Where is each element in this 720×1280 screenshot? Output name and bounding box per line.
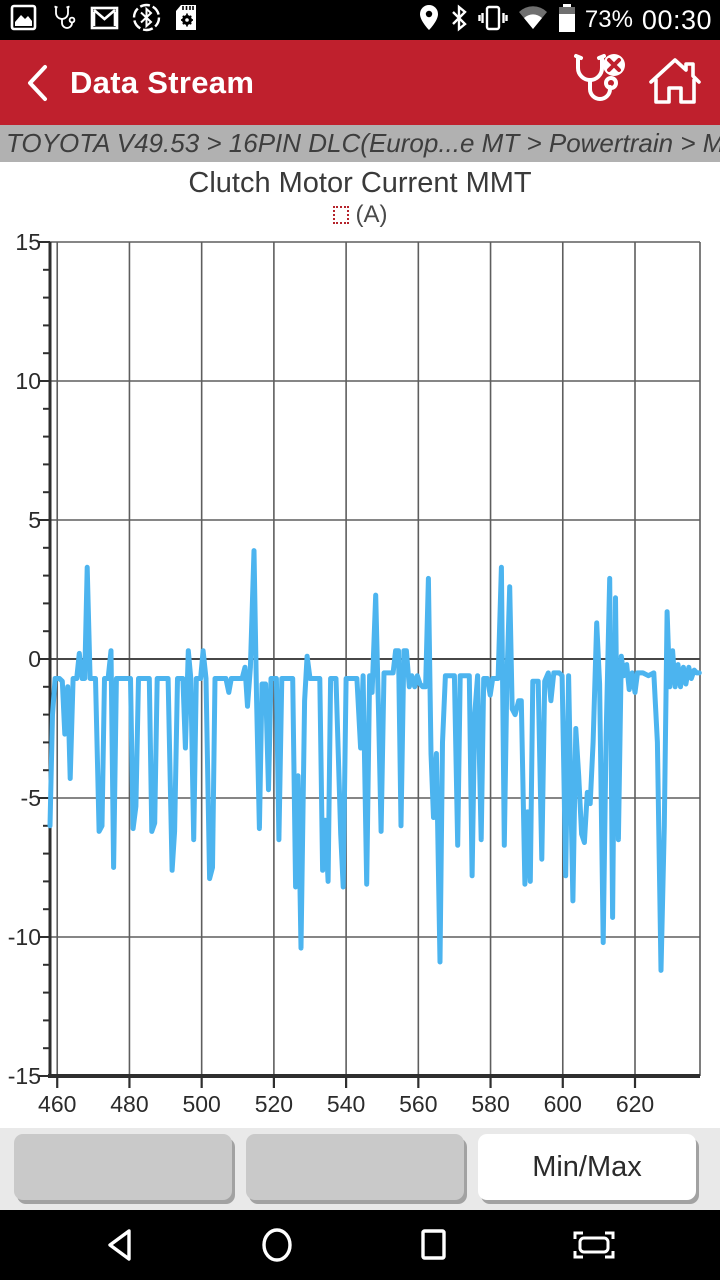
svg-text:5: 5 [28,507,41,533]
diagnostic-disconnected-icon[interactable] [570,52,630,113]
screenshot-icon [10,4,37,36]
svg-text:600: 600 [544,1091,582,1117]
app-bar: Data Stream [0,40,720,125]
min-max-button[interactable]: Min/Max [478,1134,696,1200]
line-chart-plot[interactable]: 460 480 500 520 540 560 580 600 620 15 10 5 0 -5 -10 -1… [0,229,720,1120]
svg-text:540: 540 [327,1091,365,1117]
svg-text:-15: -15 [8,1063,41,1089]
svg-text:460: 460 [38,1091,76,1117]
android-nav-bar [0,1210,720,1280]
legend-label: (A) [355,201,388,228]
svg-text:-5: -5 [21,785,41,811]
breadcrumb-text: TOYOTA V49.53 > 16PIN DLC(Europ...e MT >… [6,128,720,158]
footer-button-2[interactable] [246,1134,464,1200]
svg-text:520: 520 [255,1091,293,1117]
chart-legend: (A) [0,200,720,230]
svg-text:560: 560 [399,1091,437,1117]
chart-section: Clutch Motor Current MMT (A) 460 480 500 52… [0,162,720,1128]
legend-marker[interactable] [332,206,349,224]
page-title: Data Stream [70,64,255,100]
nav-back-icon[interactable] [102,1226,140,1264]
svg-text:15: 15 [15,230,41,255]
svg-text:620: 620 [616,1091,654,1117]
svg-text:10: 10 [15,368,41,394]
footer-button-1[interactable] [14,1134,232,1200]
nav-screenshot-icon[interactable] [570,1226,618,1264]
bluetooth-icon [449,3,469,37]
back-button[interactable] [0,61,70,105]
clock: 00:30 [641,4,712,35]
bluetooth-connected-icon [132,3,161,37]
wifi-icon [517,5,549,36]
gmail-icon [90,4,119,36]
battery-percent: 73% [584,6,633,33]
status-bar-system-icons: 73% 00:30 [418,3,720,38]
home-icon[interactable] [646,52,704,113]
svg-text:580: 580 [471,1091,509,1117]
chart-title: Clutch Motor Current MMT [188,167,532,199]
status-bar-notification-icons [0,3,198,37]
nav-home-icon[interactable] [258,1226,296,1264]
svg-text:480: 480 [110,1091,148,1117]
sdcard-icon [174,3,198,37]
svg-text:0: 0 [28,646,41,672]
status-bar: 73% 00:30 [0,0,720,40]
battery-icon [558,3,576,38]
svg-text:-10: -10 [8,924,41,950]
vibrate-icon [478,4,508,37]
location-icon [418,4,440,37]
breadcrumb: TOYOTA V49.53 > 16PIN DLC(Europ...e MT >… [0,125,720,162]
svg-text:500: 500 [182,1091,220,1117]
nav-recents-icon[interactable] [414,1226,452,1264]
stethoscope-icon [50,4,77,36]
footer-button-bar: Min/Max [0,1128,720,1210]
